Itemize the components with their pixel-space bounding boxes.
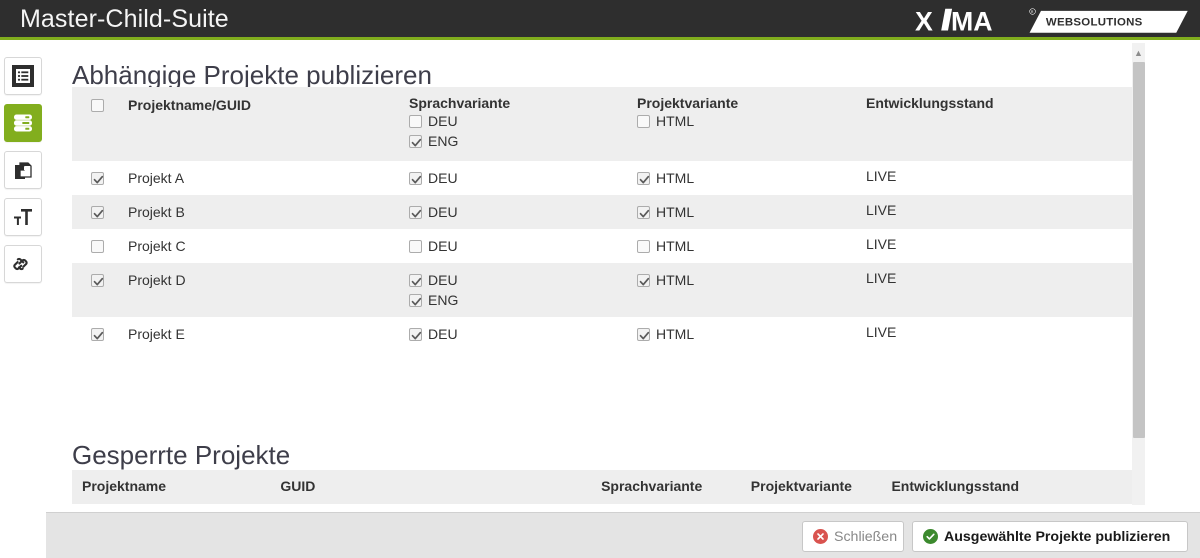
svg-text:MA: MA bbox=[951, 7, 993, 36]
svg-text:R: R bbox=[1031, 10, 1034, 14]
svg-text:X: X bbox=[915, 7, 933, 36]
svg-text:WEBSOLUTIONS: WEBSOLUTIONS bbox=[1046, 17, 1143, 29]
